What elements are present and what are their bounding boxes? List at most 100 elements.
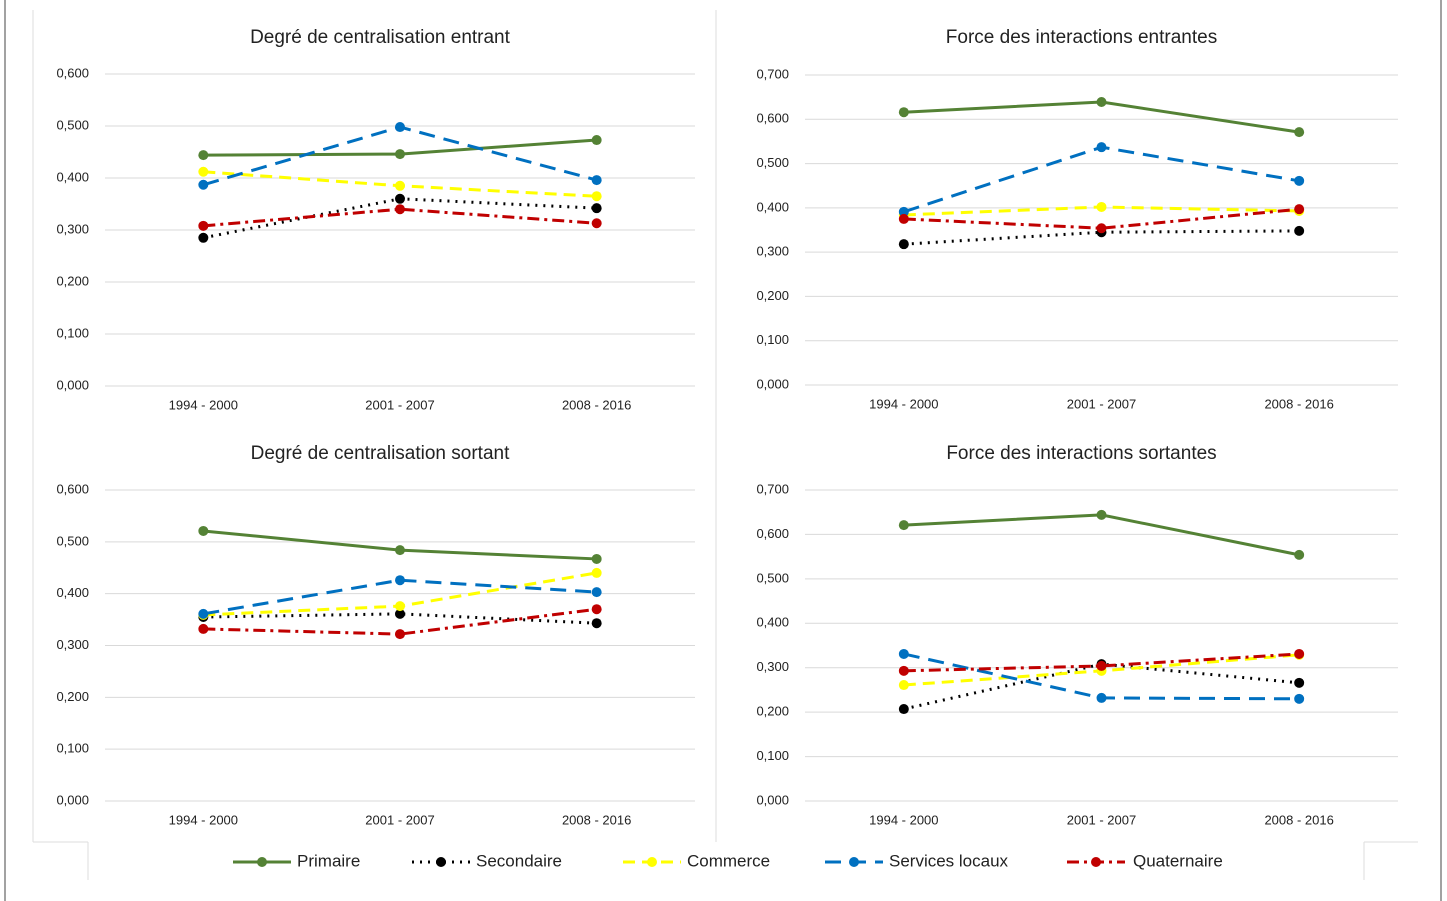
- y-tick-label: 0,100: [56, 741, 89, 756]
- data-point: [1294, 693, 1305, 704]
- data-point: [898, 704, 909, 715]
- series-line: [203, 612, 597, 625]
- data-point: [1096, 692, 1107, 703]
- x-tick-label: 1994 - 2000: [869, 812, 938, 827]
- data-point: [591, 135, 602, 146]
- data-point: [591, 604, 602, 615]
- data-point: [591, 553, 602, 564]
- legend-marker: [647, 857, 657, 867]
- data-point: [198, 179, 209, 190]
- data-point: [898, 680, 909, 691]
- y-tick-label: 0,200: [756, 704, 789, 719]
- chart-title: Degré de centralisation entrant: [250, 27, 511, 48]
- x-tick-label: 2001 - 2007: [1067, 396, 1136, 411]
- y-tick-label: 0,100: [756, 332, 789, 347]
- legend-label: Quaternaire: [1133, 851, 1223, 870]
- data-point: [1294, 648, 1305, 659]
- y-tick-label: 0,200: [56, 273, 89, 288]
- y-tick-label: 0,100: [56, 325, 89, 340]
- x-tick-label: 2001 - 2007: [1067, 812, 1136, 827]
- y-tick-label: 0,600: [56, 481, 89, 496]
- chart-title: Degré de centralisation sortant: [251, 443, 510, 464]
- y-tick-label: 0,300: [56, 637, 89, 652]
- chart-title: Force des interactions sortantes: [946, 443, 1216, 464]
- x-tick-label: 2001 - 2007: [365, 812, 434, 827]
- x-tick-label: 1994 - 2000: [169, 812, 238, 827]
- data-point: [1096, 142, 1107, 153]
- x-tick-label: 2008 - 2016: [562, 812, 631, 827]
- y-tick-label: 0,400: [56, 585, 89, 600]
- data-point: [591, 218, 602, 229]
- y-tick-label: 0,000: [756, 792, 789, 807]
- legend-marker: [436, 857, 446, 867]
- data-point: [1096, 660, 1107, 671]
- x-tick-label: 1994 - 2000: [169, 397, 238, 412]
- x-tick-label: 2008 - 2016: [1264, 396, 1333, 411]
- data-point: [1294, 677, 1305, 688]
- y-tick-label: 0,600: [56, 65, 89, 80]
- data-point: [395, 204, 405, 215]
- y-tick-label: 0,700: [756, 481, 789, 496]
- data-point: [591, 587, 602, 598]
- data-point: [898, 107, 909, 118]
- legend-marker: [257, 857, 267, 867]
- y-tick-label: 0,000: [56, 377, 89, 392]
- data-point: [1096, 97, 1107, 108]
- y-tick-label: 0,500: [756, 570, 789, 585]
- data-point: [198, 166, 209, 177]
- y-tick-label: 0,400: [756, 615, 789, 630]
- data-point: [1294, 175, 1305, 186]
- data-point: [395, 193, 405, 204]
- data-point: [898, 648, 909, 659]
- data-point: [898, 213, 909, 224]
- x-tick-label: 1994 - 2000: [869, 396, 938, 411]
- y-tick-label: 0,600: [756, 111, 789, 126]
- data-point: [395, 122, 405, 133]
- y-tick-label: 0,700: [756, 66, 789, 81]
- x-tick-label: 2008 - 2016: [1264, 812, 1333, 827]
- data-point: [198, 150, 209, 161]
- data-point: [198, 220, 209, 231]
- data-point: [395, 180, 405, 191]
- data-point: [395, 601, 405, 612]
- data-point: [395, 149, 405, 160]
- data-point: [198, 608, 209, 619]
- y-tick-label: 0,100: [756, 748, 789, 763]
- data-point: [591, 567, 602, 578]
- data-point: [1096, 509, 1107, 520]
- y-tick-label: 0,600: [756, 526, 789, 541]
- data-point: [198, 525, 209, 536]
- data-point: [395, 545, 405, 556]
- chart-title: Force des interactions entrantes: [946, 27, 1217, 48]
- data-point: [898, 665, 909, 676]
- y-tick-label: 0,300: [756, 659, 789, 674]
- data-point: [1294, 225, 1305, 236]
- data-point: [1294, 127, 1305, 138]
- y-tick-label: 0,500: [756, 155, 789, 170]
- y-tick-label: 0,500: [56, 117, 89, 132]
- data-point: [591, 191, 602, 202]
- legend-label: Commerce: [687, 851, 770, 870]
- y-tick-label: 0,200: [56, 689, 89, 704]
- legend-label: Services locaux: [889, 851, 1009, 870]
- y-tick-label: 0,000: [756, 376, 789, 391]
- y-tick-label: 0,000: [56, 792, 89, 807]
- y-tick-label: 0,400: [756, 199, 789, 214]
- series-line: [203, 607, 597, 636]
- series-line: [903, 652, 1300, 673]
- data-point: [1096, 201, 1107, 212]
- data-point: [898, 206, 909, 217]
- y-tick-label: 0,500: [56, 533, 89, 548]
- legend-label: Secondaire: [476, 851, 562, 870]
- data-point: [198, 232, 209, 243]
- data-point: [395, 608, 405, 619]
- legend-label: Primaire: [297, 851, 360, 870]
- data-point: [591, 618, 602, 629]
- x-tick-label: 2001 - 2007: [365, 397, 434, 412]
- data-point: [1294, 549, 1305, 560]
- data-point: [395, 629, 405, 640]
- data-point: [898, 520, 909, 531]
- y-tick-label: 0,300: [56, 221, 89, 236]
- data-point: [591, 203, 602, 214]
